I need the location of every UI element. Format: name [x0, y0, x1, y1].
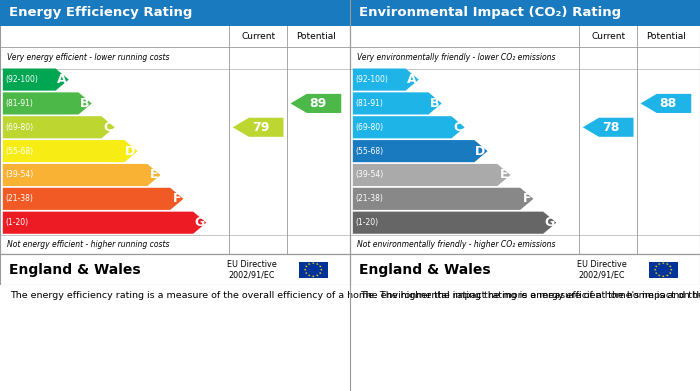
Text: 79: 79 [252, 121, 270, 134]
FancyBboxPatch shape [350, 0, 700, 254]
FancyBboxPatch shape [0, 254, 350, 285]
Text: The energy efficiency rating is a measure of the overall efficiency of a home. T: The energy efficiency rating is a measur… [10, 291, 700, 300]
Polygon shape [305, 265, 307, 267]
Text: (69-80): (69-80) [6, 123, 34, 132]
Polygon shape [658, 263, 661, 265]
Polygon shape [662, 275, 664, 278]
Text: (92-100): (92-100) [355, 75, 388, 84]
Polygon shape [3, 188, 183, 210]
Text: (55-68): (55-68) [355, 147, 384, 156]
Text: C: C [104, 121, 113, 134]
Polygon shape [316, 263, 318, 265]
Text: (1-20): (1-20) [355, 218, 379, 227]
Text: (39-54): (39-54) [6, 170, 34, 179]
Text: Current: Current [241, 32, 275, 41]
Polygon shape [316, 274, 318, 277]
Polygon shape [3, 116, 115, 138]
Polygon shape [353, 140, 487, 162]
Text: Not environmentally friendly - higher CO₂ emissions: Not environmentally friendly - higher CO… [357, 240, 556, 249]
Polygon shape [655, 265, 657, 267]
Polygon shape [670, 269, 673, 271]
Text: Very environmentally friendly - lower CO₂ emissions: Very environmentally friendly - lower CO… [357, 53, 556, 62]
Text: Potential: Potential [296, 32, 336, 41]
FancyBboxPatch shape [350, 0, 700, 26]
Text: (55-68): (55-68) [6, 147, 34, 156]
Text: Not energy efficient - higher running costs: Not energy efficient - higher running co… [7, 240, 169, 249]
Polygon shape [666, 263, 668, 265]
FancyBboxPatch shape [298, 262, 328, 278]
Polygon shape [353, 116, 465, 138]
Polygon shape [655, 272, 657, 274]
Polygon shape [312, 275, 314, 278]
Text: (39-54): (39-54) [355, 170, 384, 179]
Text: England & Wales: England & Wales [358, 263, 491, 277]
Polygon shape [640, 94, 692, 113]
Text: (81-91): (81-91) [355, 99, 383, 108]
Text: Very energy efficient - lower running costs: Very energy efficient - lower running co… [7, 53, 169, 62]
Polygon shape [669, 272, 671, 274]
FancyBboxPatch shape [350, 254, 700, 285]
Text: (92-100): (92-100) [6, 75, 38, 84]
Polygon shape [312, 262, 314, 264]
Text: (81-91): (81-91) [6, 99, 33, 108]
Polygon shape [353, 188, 533, 210]
FancyBboxPatch shape [0, 0, 350, 254]
Polygon shape [290, 94, 342, 113]
FancyBboxPatch shape [0, 0, 350, 26]
FancyBboxPatch shape [648, 262, 678, 278]
Polygon shape [666, 274, 668, 277]
Polygon shape [582, 118, 634, 137]
Text: A: A [57, 73, 66, 86]
Polygon shape [304, 269, 307, 271]
Text: England & Wales: England & Wales [8, 263, 141, 277]
Polygon shape [3, 212, 206, 234]
Text: E: E [150, 169, 158, 181]
Polygon shape [308, 274, 311, 277]
Polygon shape [669, 265, 671, 267]
Text: (69-80): (69-80) [355, 123, 384, 132]
Text: 78: 78 [602, 121, 620, 134]
Polygon shape [353, 92, 442, 115]
Polygon shape [305, 272, 307, 274]
Text: Energy Efficiency Rating: Energy Efficiency Rating [8, 6, 192, 19]
Polygon shape [353, 68, 419, 91]
Text: E: E [500, 169, 508, 181]
Text: A: A [407, 73, 416, 86]
Text: F: F [523, 192, 531, 205]
Text: EU Directive
2002/91/EC: EU Directive 2002/91/EC [577, 260, 627, 280]
Polygon shape [654, 269, 657, 271]
Text: D: D [475, 145, 486, 158]
Polygon shape [353, 212, 556, 234]
Polygon shape [319, 265, 321, 267]
Text: (21-38): (21-38) [6, 194, 33, 203]
Text: (1-20): (1-20) [6, 218, 29, 227]
Text: C: C [454, 121, 463, 134]
Polygon shape [3, 140, 137, 162]
Text: The environmental impact rating is a measure of a home's impact on the environme: The environmental impact rating is a mea… [360, 291, 700, 300]
Polygon shape [232, 118, 284, 137]
Text: D: D [125, 145, 136, 158]
Polygon shape [3, 164, 160, 186]
Text: (21-38): (21-38) [355, 194, 383, 203]
Text: G: G [194, 216, 204, 229]
Text: 88: 88 [659, 97, 677, 110]
Text: G: G [544, 216, 554, 229]
Polygon shape [319, 272, 321, 274]
Text: EU Directive
2002/91/EC: EU Directive 2002/91/EC [227, 260, 277, 280]
Text: B: B [80, 97, 90, 110]
Polygon shape [353, 164, 510, 186]
Text: Current: Current [591, 32, 625, 41]
Text: Environmental Impact (CO₂) Rating: Environmental Impact (CO₂) Rating [358, 6, 621, 19]
Text: 89: 89 [309, 97, 327, 110]
Polygon shape [658, 274, 661, 277]
Polygon shape [3, 92, 92, 115]
Text: B: B [430, 97, 440, 110]
Text: Potential: Potential [646, 32, 686, 41]
Polygon shape [308, 263, 311, 265]
Polygon shape [662, 262, 664, 264]
Polygon shape [320, 269, 323, 271]
Text: F: F [173, 192, 181, 205]
Polygon shape [3, 68, 69, 91]
